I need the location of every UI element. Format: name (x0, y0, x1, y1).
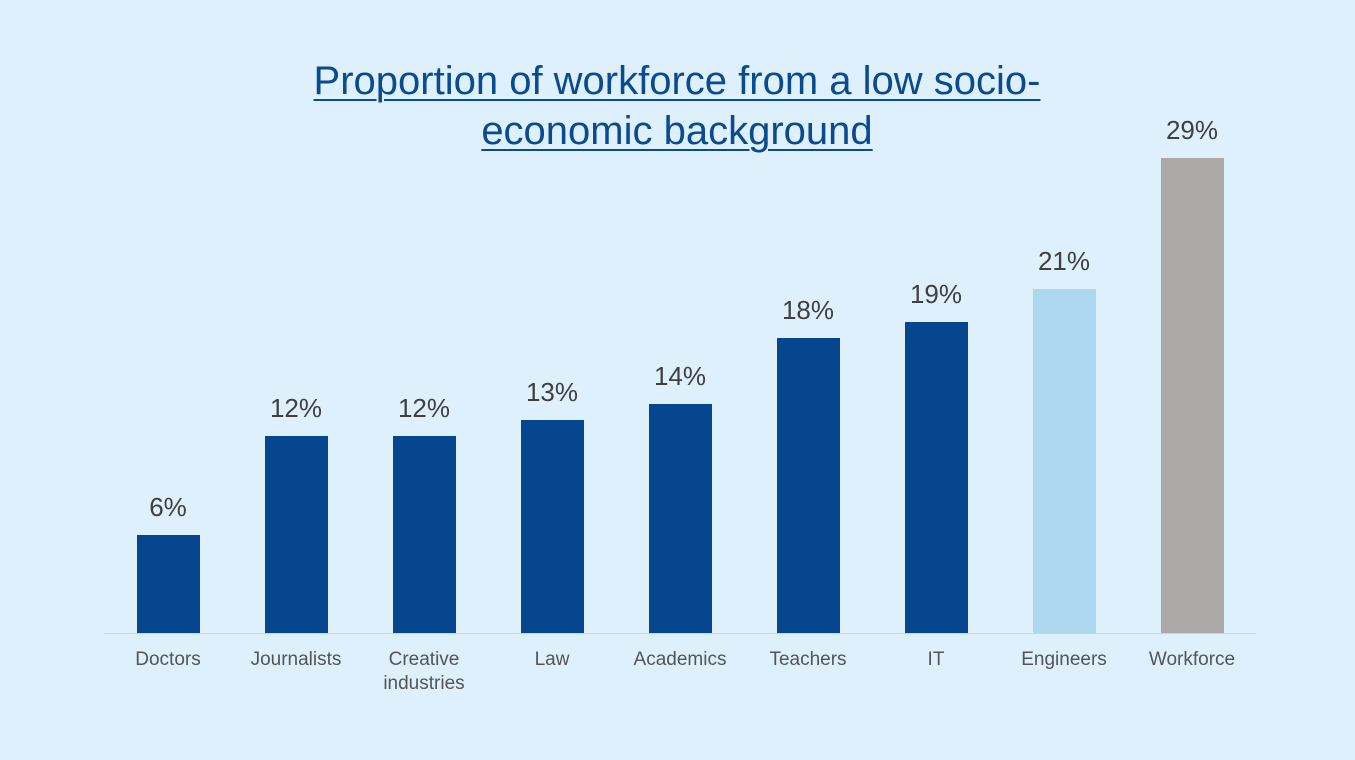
x-tick-label: Workforce (1148, 649, 1236, 670)
bar (904, 321, 968, 633)
x-tick-label: Doctors (135, 649, 201, 670)
data-label: 14% (653, 360, 707, 391)
bar (776, 338, 840, 633)
x-tick-label: Creative industries (383, 649, 465, 694)
data-label: 18% (781, 295, 835, 326)
x-tick-label: Journalists (250, 649, 342, 670)
chart-title: Proportion of workforce from a low socio… (313, 59, 1041, 153)
bar (520, 420, 584, 633)
bar (1160, 158, 1224, 633)
x-tick-label: Law (534, 649, 570, 670)
bar (648, 403, 712, 633)
x-tick-label: Academics (633, 649, 727, 670)
data-label: 12% (397, 393, 451, 424)
bar (392, 436, 456, 633)
data-label: 21% (1037, 246, 1091, 277)
bar (136, 534, 200, 633)
data-label: 19% (909, 278, 963, 309)
bar (264, 436, 328, 633)
x-tick-label: Engineers (1021, 649, 1107, 670)
x-tick-label: IT (927, 649, 945, 670)
data-label: 29% (1165, 115, 1219, 145)
x-axis-line (104, 633, 1256, 634)
x-tick-label: Teachers (769, 649, 847, 670)
data-label: 6% (149, 491, 187, 522)
bar (1032, 289, 1096, 633)
data-label: 12% (269, 393, 323, 424)
data-label: 13% (525, 377, 579, 408)
